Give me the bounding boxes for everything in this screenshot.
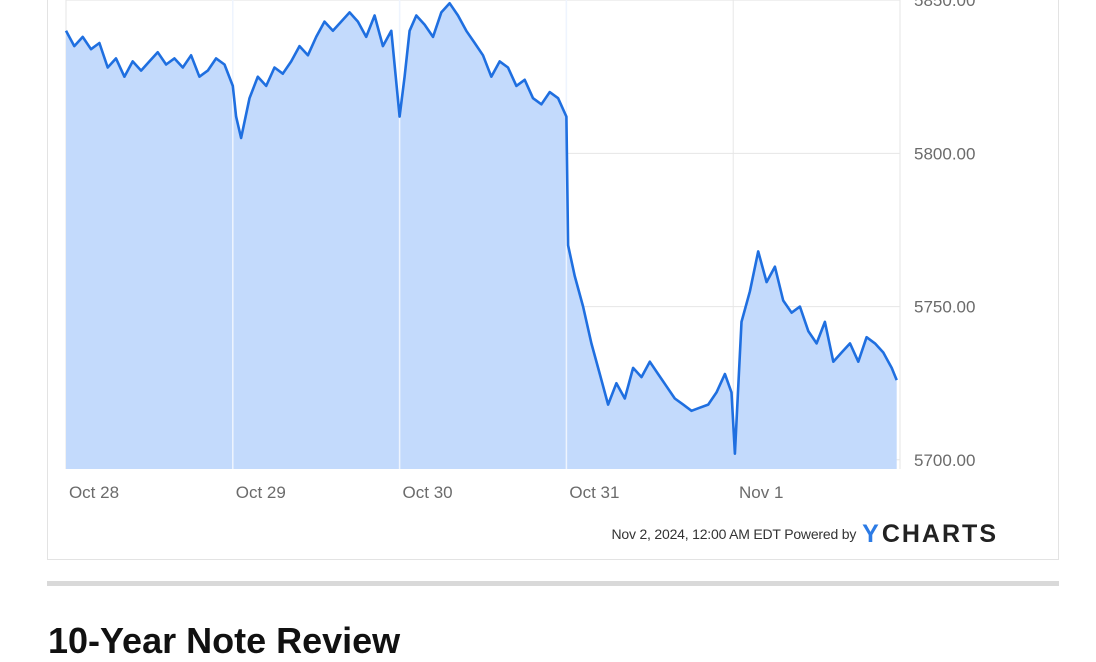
section-title: 10-Year Note Review [48,620,401,661]
price-chart: Oct 28 Oct 29 Oct 30 Oct 31 Nov 1 5850.00 580… [64,0,975,502]
section-divider [47,581,1059,586]
x-tick-label: Oct 30 [403,483,453,502]
x-tick-label: Oct 28 [69,483,119,502]
y-axis-labels: 5850.00 5800.00 5750.00 5700.00 [914,0,975,470]
y-tick-label: 5850.00 [914,0,975,10]
logo-y: Y [862,519,881,548]
x-tick-label: Nov 1 [739,483,783,502]
x-tick-label: Oct 29 [236,483,286,502]
y-tick-label: 5800.00 [914,144,975,163]
x-axis-labels: Oct 28 Oct 29 Oct 30 Oct 31 Nov 1 [69,483,783,502]
chart-footer: Nov 2, 2024, 12:00 AM EDT Powered by Y C… [611,518,998,550]
logo-charts: CHARTS [881,519,998,548]
series-area [66,3,897,469]
x-tick-label: Oct 31 [569,483,619,502]
series-line [64,1,898,455]
y-tick-label: 5700.00 [914,451,975,470]
chart-card: Oct 28 Oct 29 Oct 30 Oct 31 Nov 1 5850.00 580… [47,0,1059,560]
ycharts-logo[interactable]: Y CHARTS [862,520,998,549]
y-tick-label: 5750.00 [914,298,975,317]
timestamp-label: Nov 2, 2024, 12:00 AM EDT Powered by [611,526,857,542]
